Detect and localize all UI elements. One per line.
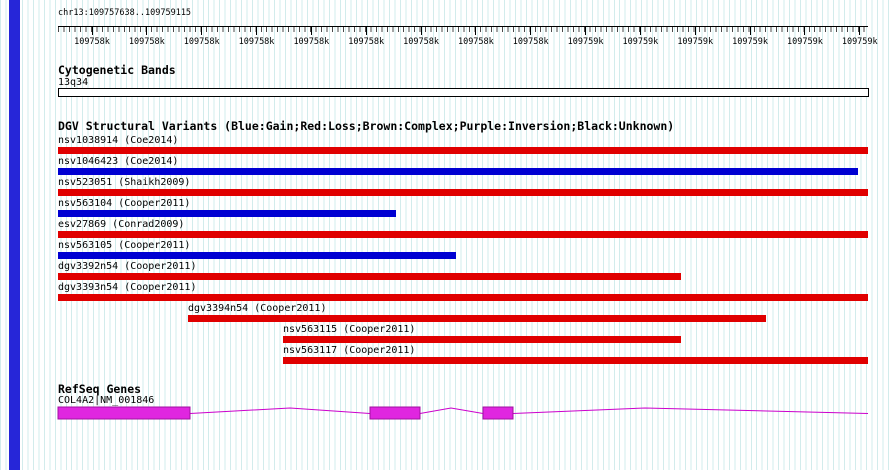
ruler-tick <box>365 26 367 35</box>
dgv-title: DGV Structural Variants (Blue:Gain;Red:L… <box>58 119 675 133</box>
ruler-tick <box>91 26 93 35</box>
variant-label: nsv1046423 (Coe2014) <box>58 156 179 167</box>
variant-bar-loss[interactable] <box>58 189 868 196</box>
variant-label: nsv563117 (Cooper2011) <box>283 345 416 356</box>
intron-line <box>512 407 869 414</box>
ruler-tick <box>749 26 751 35</box>
ruler-tick-label: 109758k <box>183 37 220 47</box>
intron-line <box>419 407 484 414</box>
ruler-tick <box>146 26 148 35</box>
gene-label: COL4A2|NM_001846 <box>58 395 155 406</box>
ruler-tick <box>639 26 641 35</box>
ruler-tick <box>475 26 477 35</box>
variant-bar-loss[interactable] <box>58 147 868 154</box>
ruler-tick <box>530 26 532 35</box>
cytoband-glyph[interactable] <box>58 88 869 97</box>
exon-box[interactable] <box>57 406 191 420</box>
variant-label: esv27869 (Conrad2009) <box>58 219 185 230</box>
cytoband-label: 13q34 <box>58 77 89 88</box>
ruler-tick <box>585 26 587 35</box>
variant-bar-loss[interactable] <box>58 294 868 301</box>
ruler-tick <box>694 26 696 35</box>
ruler-tick <box>201 26 203 35</box>
variant-label: nsv563105 (Cooper2011) <box>58 240 191 251</box>
ruler-tick-label: 109759k <box>732 37 768 47</box>
variant-label: dgv3393n54 (Cooper2011) <box>58 282 197 293</box>
variant-label: nsv563115 (Cooper2011) <box>283 324 416 335</box>
cytobands-title: Cytogenetic Bands <box>58 63 176 77</box>
variant-label: nsv1038914 (Coe2014) <box>58 135 179 146</box>
ruler-tick-label: 109758k <box>512 37 549 47</box>
region-coordinates: chr13:109757638..109759115 <box>58 8 192 18</box>
refseq-title: RefSeq Genes <box>58 382 142 396</box>
ruler-tick <box>256 26 258 35</box>
exon-box[interactable] <box>369 406 421 420</box>
variant-label: dgv3392n54 (Cooper2011) <box>58 261 197 272</box>
ruler-tick-label: 109759k <box>786 37 823 47</box>
ruler-axis-line <box>58 26 868 27</box>
ruler-tick-label: 109759k <box>567 37 604 47</box>
ruler-tick <box>859 26 861 35</box>
variant-label: nsv563104 (Cooper2011) <box>58 198 191 209</box>
ruler-tick-label: 109759k <box>622 37 659 47</box>
variant-bar-loss[interactable] <box>188 315 766 322</box>
ruler-tick-label: 109759k <box>677 37 714 47</box>
intron-line <box>189 407 371 414</box>
ruler-minor-ticks <box>58 27 868 32</box>
ruler-tick-label: 109758k <box>457 37 494 47</box>
variant-bar-loss[interactable] <box>283 357 868 364</box>
variant-label: nsv523051 (Shaikh2009) <box>58 177 191 188</box>
variant-bar-gain[interactable] <box>58 168 858 175</box>
ruler-tick <box>420 26 422 35</box>
variant-bar-loss[interactable] <box>283 336 681 343</box>
variant-label: dgv3394n54 (Cooper2011) <box>188 303 327 314</box>
variant-bar-loss[interactable] <box>58 273 681 280</box>
ruler-tick-label: 109758k <box>128 37 165 47</box>
gene-structure-glyph <box>57 406 869 420</box>
left-edge-bar <box>9 0 20 470</box>
exon-box[interactable] <box>482 406 514 420</box>
ruler-tick <box>804 26 806 35</box>
ruler-tick-label: 109758k <box>74 37 110 47</box>
variant-bar-gain[interactable] <box>58 210 396 217</box>
ruler-tick <box>310 26 312 35</box>
ruler-tick-label: 109758k <box>403 37 439 47</box>
ruler-tick-label: 109758k <box>293 37 330 47</box>
ruler-tick-label: 109759k <box>841 37 878 47</box>
variant-bar-gain[interactable] <box>58 252 456 259</box>
variant-bar-loss[interactable] <box>58 231 868 238</box>
ruler-tick-label: 109758k <box>238 37 275 47</box>
ruler-tick-label: 109758k <box>348 37 385 47</box>
